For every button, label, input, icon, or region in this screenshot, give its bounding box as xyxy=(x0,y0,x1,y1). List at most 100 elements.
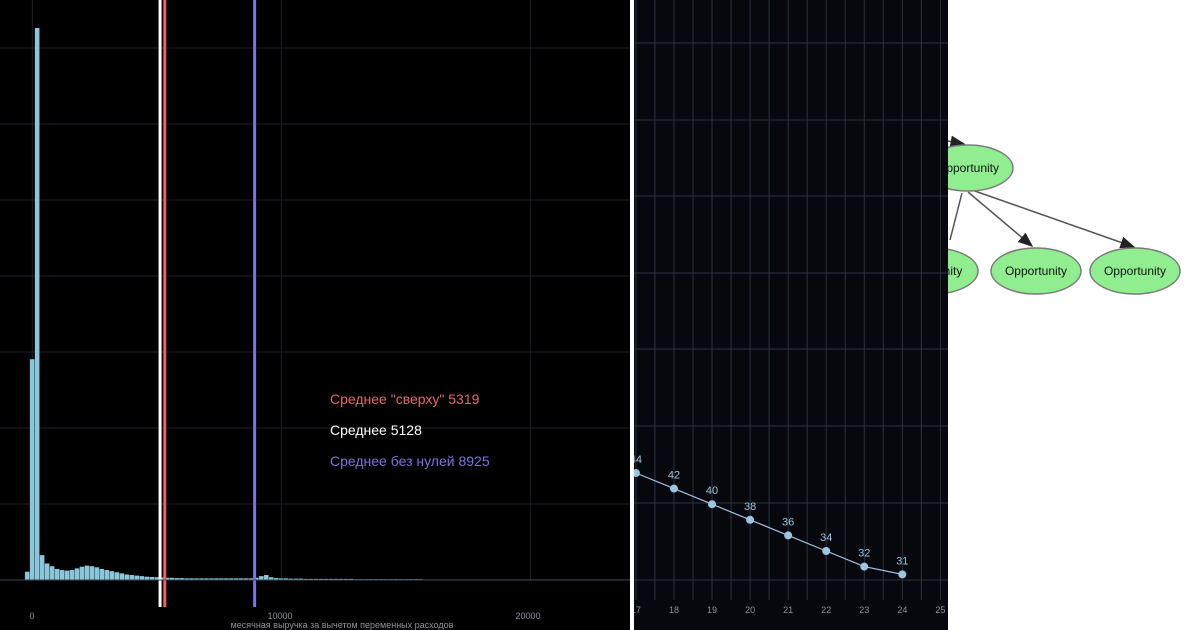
series-line xyxy=(635,472,903,575)
histogram-bar xyxy=(249,578,254,580)
histogram-bar xyxy=(214,578,219,580)
edge-top-to-right xyxy=(971,189,1136,249)
data-label: 40 xyxy=(706,485,718,497)
histogram-bar xyxy=(253,577,259,580)
histogram-bar xyxy=(159,577,164,580)
data-label: 38 xyxy=(744,501,756,513)
edge-top-to-mid xyxy=(967,191,1034,247)
line-chart-panel: 44 42 40 38 36 34 32 31 17 18 19 20 21 22 23 24 25 xyxy=(634,0,948,630)
data-point xyxy=(669,484,678,493)
node-top-label: Opportunity xyxy=(948,161,999,175)
histogram-bar xyxy=(139,576,145,580)
histogram-bars xyxy=(24,28,630,580)
node-mid: Opportunity xyxy=(990,247,1082,295)
diagram-panel: Opportunity nity Opportunity Opportunity xyxy=(948,0,1200,630)
histogram-bar xyxy=(258,576,264,580)
histogram-bar xyxy=(24,571,30,580)
histogram-bar xyxy=(104,570,110,580)
histogram-bar xyxy=(348,578,354,580)
legend-mean-top: Среднее "сверху" 5319 xyxy=(330,391,480,407)
histogram-bar xyxy=(308,578,314,580)
histogram-grid xyxy=(0,0,630,580)
histogram-bar xyxy=(114,572,120,580)
histogram-bar xyxy=(164,577,169,580)
histogram-bar xyxy=(268,577,274,580)
histogram-mean-lines xyxy=(158,0,257,607)
histogram-panel: 0 10000 20000 месячная выручка за вычето… xyxy=(0,0,630,630)
histogram-bar xyxy=(134,575,140,580)
data-point xyxy=(860,562,869,571)
histogram-bar xyxy=(204,578,209,580)
histogram-bar xyxy=(59,570,65,580)
node-top: Opportunity xyxy=(948,144,1014,192)
line-x-tick-label: 17 xyxy=(634,605,641,615)
edge-top-to-left xyxy=(949,192,963,241)
line-x-tick-label: 18 xyxy=(669,605,679,615)
histogram-bar xyxy=(129,575,135,580)
histogram-bar xyxy=(224,578,229,580)
histogram-bar xyxy=(219,578,224,580)
histogram-bar xyxy=(169,577,174,580)
line-x-tick-label: 21 xyxy=(783,605,793,615)
data-point xyxy=(746,515,755,524)
histogram-bar xyxy=(298,578,304,580)
legend-mean-nonzero: Среднее без нулей 8925 xyxy=(330,453,490,469)
opportunity-diagram: Opportunity nity Opportunity Opportunity xyxy=(948,135,1181,295)
histogram-bar xyxy=(29,359,35,580)
histogram-bar xyxy=(278,578,284,580)
histogram-chart: 0 10000 20000 месячная выручка за вычето… xyxy=(0,0,630,630)
x-tick-label-10000: 10000 xyxy=(267,611,292,621)
x-axis-title: месячная выручка за вычетом переменных р… xyxy=(231,620,454,630)
histogram-bar xyxy=(84,565,90,580)
line-x-tick-label: 23 xyxy=(859,605,869,615)
line-x-tick-label: 19 xyxy=(707,605,717,615)
data-point xyxy=(784,531,793,540)
histogram-bar xyxy=(44,563,50,580)
histogram-bar xyxy=(179,578,184,580)
histogram-bar xyxy=(39,555,45,580)
data-label: 31 xyxy=(896,555,908,567)
histogram-bar xyxy=(288,578,294,580)
histogram-bar xyxy=(343,578,349,580)
node-right-label: Opportunity xyxy=(1104,264,1166,278)
histogram-bar xyxy=(74,568,80,580)
histogram-bar xyxy=(99,568,105,580)
histogram-bar xyxy=(318,578,324,580)
histogram-bar xyxy=(333,578,339,580)
histogram-bar xyxy=(174,578,179,580)
line-chart-grid xyxy=(634,0,948,600)
node-left: nity xyxy=(948,248,979,294)
histogram-bar xyxy=(189,578,194,580)
histogram-bar xyxy=(273,578,279,580)
node-mid-label: Opportunity xyxy=(1005,264,1067,278)
legend-mean: Среднее 5128 xyxy=(330,422,422,438)
histogram-bar xyxy=(229,578,234,580)
histogram-bar xyxy=(119,573,125,580)
x-tick-label-0: 0 xyxy=(29,611,34,621)
histogram-bar xyxy=(244,578,249,580)
data-point xyxy=(898,570,907,579)
line-x-tick-label: 24 xyxy=(897,605,907,615)
histogram-bar xyxy=(239,578,244,580)
histogram-bar xyxy=(109,571,115,580)
histogram-bar xyxy=(64,570,70,580)
line-x-tick-label: 20 xyxy=(745,605,755,615)
histogram-bar xyxy=(313,578,319,580)
x-tick-label-20000: 20000 xyxy=(515,611,540,621)
data-label: 34 xyxy=(820,532,832,544)
line-chart: 44 42 40 38 36 34 32 31 17 18 19 20 21 22 23 24 25 xyxy=(634,0,948,615)
histogram-bar xyxy=(154,577,159,580)
line-x-tick-label: 22 xyxy=(821,605,831,615)
histogram-bar xyxy=(79,566,85,580)
node-right: Opportunity xyxy=(1089,247,1181,295)
histogram-bar xyxy=(149,576,154,580)
histogram-bar xyxy=(199,578,204,580)
histogram-bar xyxy=(89,566,95,580)
histogram-bar xyxy=(54,568,60,580)
histogram-bar xyxy=(263,575,269,580)
histogram-bar xyxy=(338,578,344,580)
histogram-bar xyxy=(124,574,130,580)
data-label: 32 xyxy=(858,548,870,560)
line-series: 44 42 40 38 36 34 32 31 xyxy=(634,454,908,579)
histogram-bar xyxy=(49,566,55,580)
